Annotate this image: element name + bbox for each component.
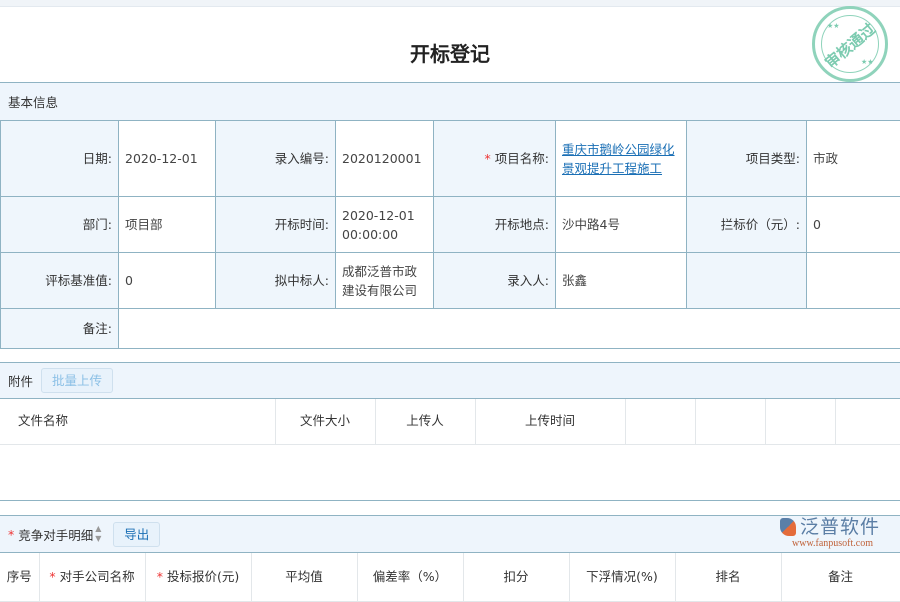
empty-value (807, 253, 900, 309)
col-rank: 排名 (675, 553, 781, 601)
base-label: 评标基准值: (1, 253, 119, 309)
project-link[interactable]: 重庆市鹅岭公园绿化景观提升工程施工 (562, 142, 675, 176)
project-cell: 重庆市鹅岭公园绿化景观提升工程施工 (556, 121, 687, 197)
col-file-size: 文件大小 (275, 399, 375, 444)
sort-icon[interactable]: ▲▼ (95, 524, 105, 544)
logo-icon (780, 518, 796, 536)
code-label: 录入编号: (216, 121, 336, 197)
limit-value: 0 (807, 197, 900, 253)
col-bid-price-text: 投标报价(元) (167, 569, 239, 584)
approved-stamp: ★★ ★★ 审核通过 (812, 6, 888, 82)
col-upload-time: 上传时间 (475, 399, 625, 444)
limit-label: 拦标价（元）: (687, 197, 807, 253)
remark-value[interactable] (119, 309, 900, 349)
project-label-text: 项目名称: (495, 151, 549, 166)
remark-label: 备注: (1, 309, 119, 349)
project-label: * 项目名称: (434, 121, 556, 197)
batch-upload-button[interactable]: 批量上传 (41, 368, 113, 393)
rivals-header: * 竞争对手明细 ▲▼ 导出 (0, 515, 900, 553)
place-value: 沙中路4号 (556, 197, 687, 253)
export-button[interactable]: 导出 (113, 522, 160, 547)
type-label: 项目类型: (687, 121, 807, 197)
winner-value: 成都泛普市政建设有限公司 (336, 253, 434, 309)
divider (0, 500, 900, 501)
winner-label: 拟中标人: (216, 253, 336, 309)
required-mark: * (8, 527, 18, 542)
page-title: 开标登记 (0, 38, 900, 67)
col-index: 序号 (0, 553, 39, 601)
basic-info-table: 日期: 2020-12-01 录入编号: 2020120001 * 项目名称: … (0, 120, 900, 349)
col-rival-name-text: 对手公司名称 (60, 569, 135, 584)
basic-info-header: 基本信息 (0, 82, 900, 121)
dept-value: 项目部 (119, 197, 216, 253)
stamp-stars-icon: ★★ (827, 23, 840, 30)
col-file-name: 文件名称 (0, 399, 275, 444)
col-remark: 备注 (781, 553, 900, 601)
entry-label: 录入人: (434, 253, 556, 309)
empty-label (687, 253, 807, 309)
logo-url: www.fanpusoft.com (792, 538, 898, 550)
col-average: 平均值 (251, 553, 357, 601)
col-empty (625, 399, 695, 444)
col-deviation: 偏差率（%） (357, 553, 463, 601)
attachment-title: 附件 (8, 371, 33, 390)
top-strip (0, 0, 900, 7)
brand-logo: 泛普软件 www.fanpusoft.com (780, 516, 898, 552)
required-mark: * (157, 569, 167, 584)
rivals-title: 竞争对手明细 (18, 525, 93, 544)
type-value: 市政 (807, 121, 900, 197)
basic-info-title: 基本信息 (8, 92, 58, 111)
col-float: 下浮情况(%) (569, 553, 675, 601)
attachment-header: 附件 批量上传 (0, 362, 900, 399)
code-value: 2020120001 (336, 121, 434, 197)
col-empty (765, 399, 835, 444)
col-empty (695, 399, 765, 444)
entry-value: 张鑫 (556, 253, 687, 309)
rivals-table: 序号 * 对手公司名称 * 投标报价(元) 平均值 偏差率（%） 扣分 下浮情况… (0, 553, 900, 602)
required-mark: * (485, 151, 495, 166)
open-time-label: 开标时间: (216, 197, 336, 253)
col-deduction: 扣分 (463, 553, 569, 601)
dept-label: 部门: (1, 197, 119, 253)
col-rival-name: * 对手公司名称 (39, 553, 145, 601)
col-uploader: 上传人 (375, 399, 475, 444)
col-empty (835, 399, 900, 444)
attachment-table: 文件名称 文件大小 上传人 上传时间 (0, 399, 900, 445)
base-value: 0 (119, 253, 216, 309)
open-time-value: 2020-12-01 00:00:00 (336, 197, 434, 253)
col-bid-price: * 投标报价(元) (145, 553, 251, 601)
stamp-stars-icon: ★★ (861, 59, 874, 66)
date-label: 日期: (1, 121, 119, 197)
logo-name: 泛普软件 (800, 516, 880, 538)
place-label: 开标地点: (434, 197, 556, 253)
date-value: 2020-12-01 (119, 121, 216, 197)
required-mark: * (49, 569, 59, 584)
